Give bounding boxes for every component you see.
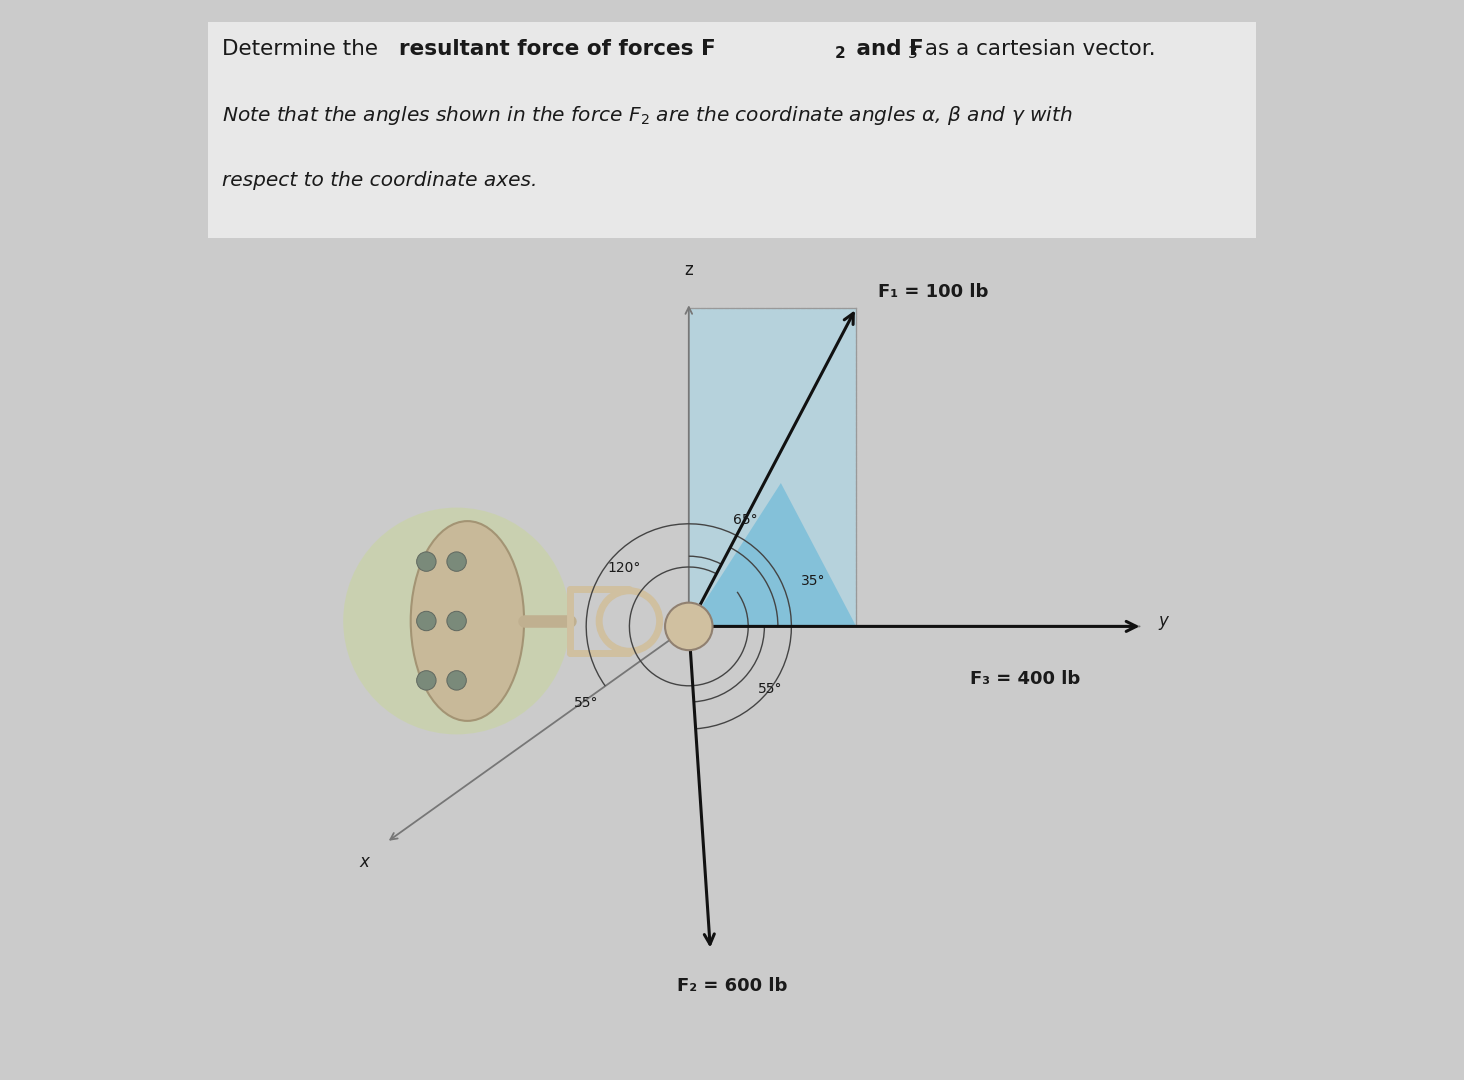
Polygon shape	[688, 308, 856, 626]
Circle shape	[447, 671, 467, 690]
Circle shape	[343, 508, 569, 734]
Text: y: y	[1158, 612, 1168, 630]
Circle shape	[612, 604, 647, 638]
Circle shape	[417, 611, 436, 631]
Text: F₂ = 600 lb: F₂ = 600 lb	[676, 977, 788, 996]
Circle shape	[417, 552, 436, 571]
Text: x: x	[360, 853, 370, 872]
Text: 2: 2	[834, 46, 845, 62]
Bar	[208, 22, 1256, 238]
Text: 35°: 35°	[801, 575, 826, 589]
Circle shape	[665, 603, 713, 650]
Ellipse shape	[411, 521, 524, 721]
Text: 55°: 55°	[574, 697, 599, 711]
Text: 120°: 120°	[608, 562, 641, 576]
Text: F₁ = 100 lb: F₁ = 100 lb	[878, 283, 988, 300]
Polygon shape	[688, 483, 856, 626]
Circle shape	[417, 671, 436, 690]
Text: resultant force of forces F: resultant force of forces F	[400, 39, 716, 58]
Text: 3: 3	[908, 46, 918, 62]
Text: 55°: 55°	[757, 683, 782, 697]
Text: 65°: 65°	[732, 513, 757, 527]
Text: and F: and F	[849, 39, 924, 58]
Circle shape	[447, 611, 467, 631]
Text: Note that the angles shown in the force F$_2$ are the coordinate angles $\alpha$: Note that the angles shown in the force …	[223, 104, 1073, 127]
Text: as a cartesian vector.: as a cartesian vector.	[918, 39, 1155, 58]
Text: z: z	[685, 260, 692, 279]
Text: Determine the: Determine the	[223, 39, 385, 58]
Text: F₃ = 400 lb: F₃ = 400 lb	[971, 670, 1080, 688]
Circle shape	[447, 552, 467, 571]
Text: respect to the coordinate axes.: respect to the coordinate axes.	[223, 171, 537, 190]
